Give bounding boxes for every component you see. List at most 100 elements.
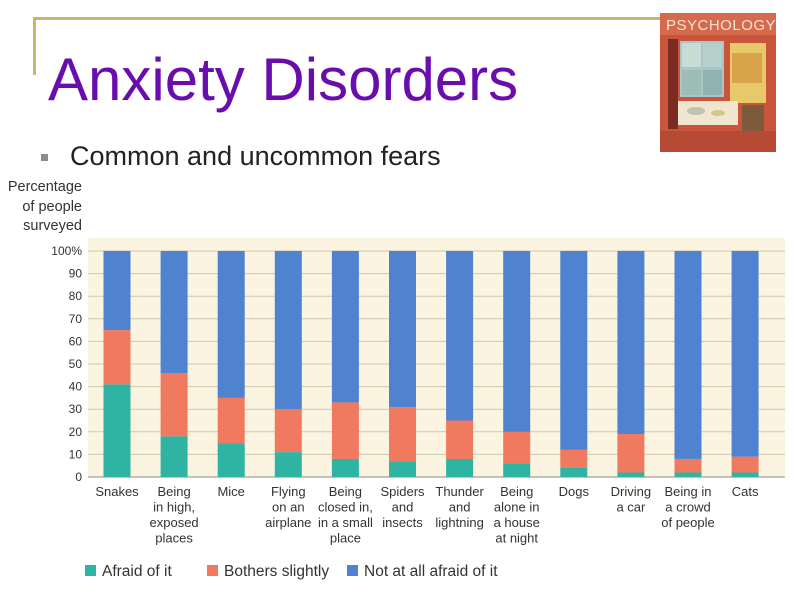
bar-segment-bothers — [217, 397, 245, 444]
bar-segment-not-afraid — [160, 251, 188, 374]
x-category-label: Dogs — [559, 484, 590, 499]
bar-segment-not-afraid — [331, 251, 359, 403]
y-tick-label: 60 — [69, 334, 83, 348]
legend-swatch-afraid — [85, 565, 96, 576]
y-tick-label: 40 — [69, 380, 83, 394]
x-category-label: Snakes — [95, 484, 139, 499]
bar-segment-bothers — [331, 402, 359, 459]
legend-label-not-afraid: Not at all afraid of it — [364, 563, 498, 580]
x-category-label: Being in — [665, 484, 712, 499]
bar-segment-afraid — [503, 463, 531, 477]
x-category-label: and — [449, 500, 471, 515]
legend-item-afraid: Afraid of it — [85, 563, 172, 581]
x-category-label: closed in, — [318, 500, 373, 515]
y-axis-title-line: surveyed — [23, 218, 82, 234]
bar-segment-bothers — [103, 330, 131, 385]
bar-segment-afraid — [731, 472, 759, 477]
bar-segment-afraid — [103, 384, 131, 477]
x-category-label: lightning — [435, 515, 483, 530]
x-category-label: of people — [661, 515, 715, 530]
x-category-label: Spiders — [380, 484, 425, 499]
bar-segment-bothers — [274, 409, 302, 453]
book-cover-illustration: PSYCHOLOGY — [660, 13, 776, 152]
x-category-label: Driving — [611, 484, 651, 499]
legend-swatch-bothers — [207, 565, 218, 576]
x-category-label: places — [155, 531, 193, 546]
y-tick-label: 80 — [69, 289, 83, 303]
bar-segment-bothers — [674, 458, 702, 473]
x-category-label: place — [330, 531, 361, 546]
bar-segment-not-afraid — [217, 251, 245, 398]
legend-item-bothers: Bothers slightly — [207, 563, 329, 581]
bar-segment-not-afraid — [389, 251, 416, 407]
bar-segment-not-afraid — [731, 251, 759, 457]
x-category-label: Being — [157, 484, 190, 499]
bar-segment-afraid — [331, 458, 359, 477]
x-category-label: Being — [500, 484, 533, 499]
x-category-label: exposed — [150, 515, 199, 530]
y-tick-label: 10 — [69, 447, 83, 461]
x-category-label: Flying — [271, 484, 306, 499]
bar-segment-bothers — [503, 431, 531, 464]
bar-segment-not-afraid — [617, 251, 645, 435]
legend-label-bothers: Bothers slightly — [224, 563, 330, 580]
bar-segment-afraid — [674, 472, 702, 477]
x-category-label: at night — [495, 531, 538, 546]
x-category-label: Thunder — [435, 484, 484, 499]
x-category-label: Being — [329, 484, 362, 499]
bar-segment-not-afraid — [446, 251, 474, 421]
y-tick-label: 70 — [69, 312, 83, 326]
bar-segment-afraid — [617, 472, 645, 477]
y-axis-title-line: of people — [22, 198, 82, 215]
y-axis-title: Percentage of people surveyed — [2, 178, 82, 237]
x-category-label: alone in — [494, 500, 540, 515]
legend-swatch-not-afraid — [347, 565, 358, 576]
plot-background — [88, 238, 785, 477]
bar-segment-bothers — [389, 406, 416, 462]
x-category-label: a crowd — [665, 500, 711, 515]
x-category-label: in a small — [318, 515, 373, 530]
bullet-square-icon — [41, 154, 48, 161]
frame-left-line — [33, 17, 36, 75]
slide-title: Anxiety Disorders — [48, 46, 519, 113]
bar-segment-afraid — [389, 461, 416, 477]
y-tick-label: 30 — [69, 402, 83, 416]
bar-segment-afraid — [274, 452, 302, 477]
bar-segment-afraid — [160, 436, 188, 477]
bar-segment-not-afraid — [560, 251, 588, 450]
bar-segment-afraid — [560, 467, 588, 477]
legend-item-not-afraid: Not at all afraid of it — [347, 563, 498, 581]
bullet-text: Common and uncommon fears — [70, 141, 441, 171]
book-cover-image: PSYCHOLOGY — [660, 13, 776, 152]
bar-segment-afraid — [446, 458, 474, 477]
y-tick-label: 100% — [51, 244, 82, 258]
x-category-label: airplane — [265, 515, 311, 530]
x-category-label: Mice — [217, 484, 244, 499]
bar-segment-bothers — [446, 420, 474, 459]
bar-segment-bothers — [617, 434, 645, 473]
bar-segment-not-afraid — [503, 251, 531, 432]
x-category-label: insects — [382, 515, 423, 530]
y-tick-label: 90 — [69, 267, 83, 281]
x-category-label: in high, — [153, 500, 195, 515]
bar-segment-bothers — [560, 449, 588, 468]
y-tick-label: 20 — [69, 425, 83, 439]
bar-segment-afraid — [217, 443, 245, 477]
bar-segment-not-afraid — [674, 251, 702, 459]
book-cover-title: PSYCHOLOGY — [666, 17, 776, 34]
bar-segment-bothers — [731, 456, 759, 473]
y-axis-title-line: Percentage — [7, 179, 82, 195]
x-category-label: a car — [616, 500, 646, 515]
x-category-label: Cats — [732, 484, 759, 499]
bar-segment-not-afraid — [274, 251, 302, 410]
x-category-label: on an — [272, 500, 305, 515]
y-tick-label: 50 — [69, 357, 83, 371]
x-category-label: and — [392, 500, 414, 515]
x-category-label: a house — [494, 515, 540, 530]
y-tick-label: 0 — [75, 470, 82, 484]
legend-label-afraid: Afraid of it — [102, 563, 172, 580]
bar-segment-not-afraid — [103, 251, 131, 331]
bar-segment-bothers — [160, 373, 188, 437]
frame-top-line — [33, 17, 773, 20]
